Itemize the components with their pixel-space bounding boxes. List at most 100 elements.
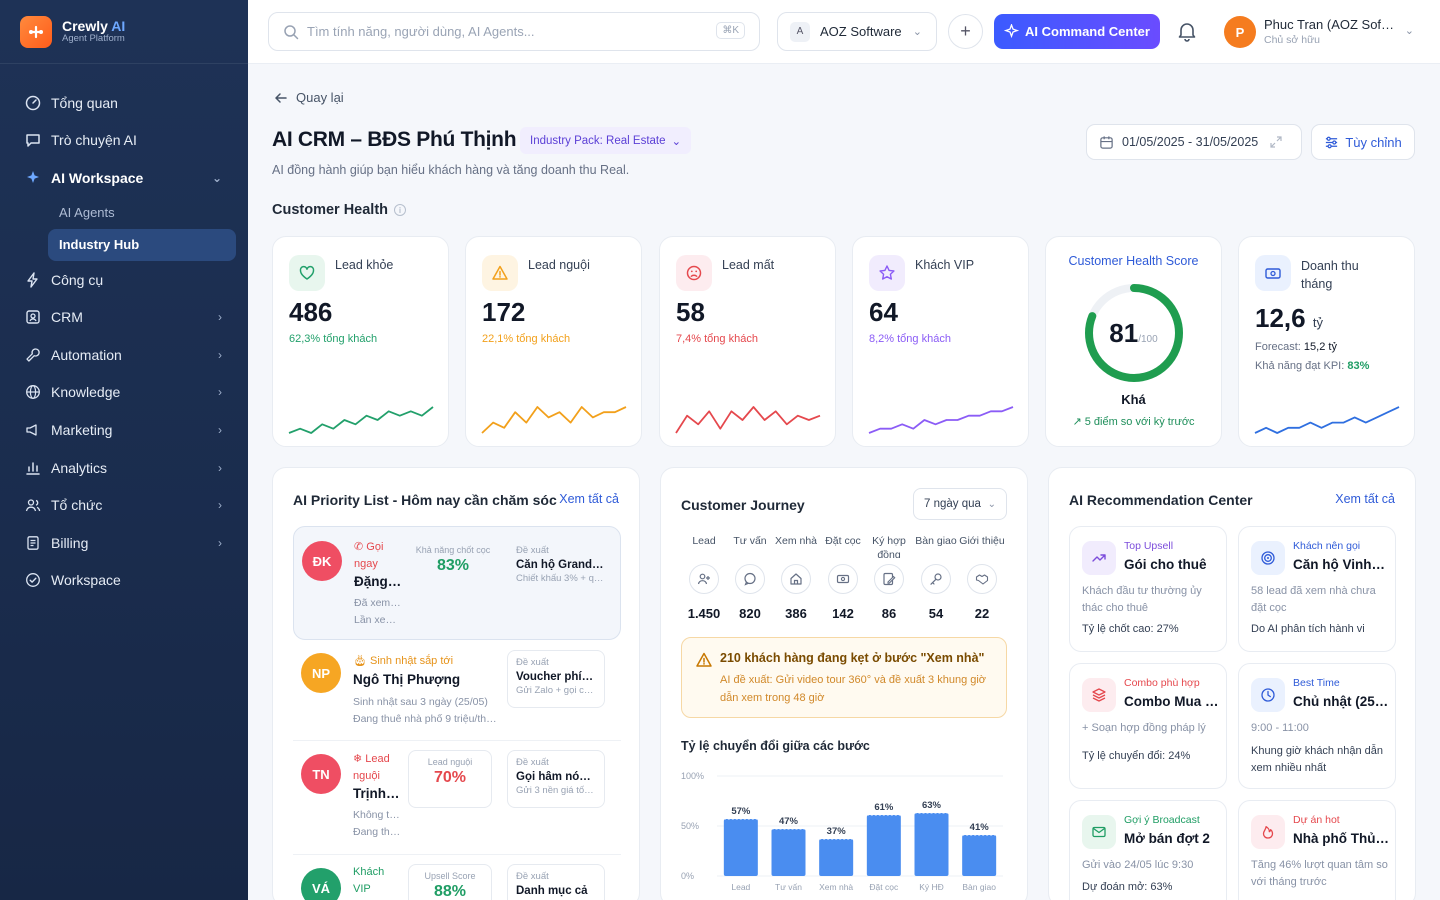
sidebar-item-label: Workspace [51, 572, 121, 589]
journey-stage-viewing[interactable]: Xem nhà 386 [773, 534, 819, 621]
chevron-down-icon: ⌄ [987, 498, 996, 510]
monthly-revenue-card[interactable]: Doanh thu tháng 12,6 tỷ Forecast: 15,2 t… [1238, 236, 1415, 447]
avatar: P [1224, 16, 1256, 48]
sparkline-path [675, 406, 821, 434]
back-link[interactable]: Quay lại [274, 90, 344, 105]
customer-health-score-card[interactable]: Customer Health Score 81/100 Khá ↗ 5 điể… [1045, 236, 1222, 447]
kpi-card-healthy-leads[interactable]: Lead khỏe 486 62,3% tổng khách [272, 236, 449, 447]
priority-item[interactable]: TN ❄ Lead nguội Trịnh Ngọc Không tương t… [293, 750, 621, 840]
sidebar-item-label: Industry Hub [59, 237, 140, 253]
revenue-sparkline [1254, 406, 1400, 434]
suggestion-box[interactable]: Đề xuất Gọi hâm nóng lại Gửi 3 nền giá t… [507, 750, 605, 808]
suggestion-box[interactable]: Đề xuất Căn hộ Grand Marina Chiết khấu 3… [508, 539, 612, 597]
x-tick-label: Bàn giao [962, 882, 996, 892]
org-switcher[interactable]: A AOZ Software ⌄ [777, 12, 937, 51]
sidebar: Crewly AI Agent Platform Tổng quan Trò c… [0, 0, 248, 900]
recommendation-card-best-time[interactable]: Best Time Chủ nhật (25/05) 9:00 - 11:00 … [1238, 663, 1396, 789]
crewly-logo-icon [20, 15, 52, 48]
view-all-link[interactable]: Xem tất cả [1335, 492, 1395, 506]
priority-tag: Khách VIP [353, 866, 385, 895]
brand[interactable]: Crewly AI Agent Platform [0, 0, 248, 64]
recommendation-card-hot-project[interactable]: Dự án hot Nhà phố Thủ Đức Tăng 46% lượt … [1238, 800, 1396, 900]
date-range-picker[interactable]: 01/05/2025 - 31/05/2025 [1086, 124, 1302, 160]
priority-item[interactable]: NP 🎂︎ Sinh nhật sắp tới Ngô Thị Phượng S… [293, 650, 621, 730]
sidebar-item-organization[interactable]: Tổ chức › [0, 486, 248, 524]
ai-recommendation-panel: AI Recommendation Center Xem tất cả Top … [1048, 467, 1416, 900]
sidebar-item-overview[interactable]: Tổng quan [0, 84, 248, 122]
recommendation-card-call[interactable]: Khách nên gọi Căn hộ Vinhomes 58 lead đã… [1238, 526, 1396, 652]
recommendation-tag: Khách nên gọi [1293, 540, 1361, 552]
stage-value: 54 [928, 606, 944, 621]
priority-tag: Lead nguội [353, 753, 390, 782]
panel-title: AI Recommendation Center [1069, 492, 1253, 508]
sidebar-item-chat-ai[interactable]: Trò chuyện AI [0, 122, 248, 160]
sidebar-item-marketing[interactable]: Marketing › [0, 411, 248, 449]
kpi-card-vip[interactable]: Khách VIP 64 8,2% tổng khách [852, 236, 1029, 447]
score-label: Khá [1121, 392, 1146, 407]
sidebar-subitem-industry-hub[interactable]: Industry Hub [48, 228, 236, 261]
conversion-bar-chart: 100% 50% 0% 57% Lead 47% Tư vấn 37% Xem nhà 61% Đặ… [681, 771, 1003, 892]
conversion-bar [962, 835, 997, 876]
trend-up-icon: ↗ [1072, 416, 1082, 428]
customize-button[interactable]: Tùy chỉnh [1311, 124, 1415, 160]
journey-stage-handover[interactable]: Bàn giao 54 [913, 534, 959, 621]
kpi-sparkline [481, 406, 627, 434]
sidebar-item-workspace[interactable]: Workspace [0, 562, 248, 600]
sidebar-subitem-ai-agents[interactable]: AI Agents [0, 197, 248, 229]
bar-value-label: 61% [874, 802, 894, 813]
section-title-customer-health: Customer Health i [272, 202, 407, 218]
suggestion-box[interactable]: Đề xuất Danh mục cả [507, 864, 605, 900]
priority-item[interactable]: VÁ Khách VIP Upsell Score 88% Đề xuất Da… [293, 864, 621, 900]
recommendation-card-broadcast[interactable]: Gợi ý Broadcast Mở bán đợt 2 Gửi vào 24/… [1069, 800, 1227, 900]
ai-priority-list-panel: AI Priority List - Hôm nay cần chăm sóc … [272, 467, 640, 900]
kpi-value: 64 [869, 297, 898, 327]
user-menu[interactable]: P Phuc Tran (AOZ Software) Chủ sở hữu ⌄ [1224, 14, 1424, 50]
sidebar-item-analytics[interactable]: Analytics › [0, 449, 248, 487]
recommendation-title: Gói cho thuê [1124, 557, 1207, 572]
suggestion-label: Đề xuất [516, 657, 549, 668]
recommendation-title: Chủ nhật (25/05) [1293, 694, 1389, 709]
sidebar-item-tools[interactable]: Công cụ [0, 261, 248, 299]
time-range-select[interactable]: 7 ngày qua ⌄ [913, 488, 1007, 520]
stage-label: Ký hợp đồng [872, 535, 906, 558]
recommendation-card-combo[interactable]: Combo phù hợp Combo Mua nhà + Soạn hợp đ… [1069, 663, 1227, 789]
chevron-down-icon: ⌄ [1404, 25, 1414, 37]
journey-stage-contract[interactable]: Ký hợp đồng 86 [866, 534, 912, 621]
journey-stage-lead[interactable]: Lead 1.450 [681, 534, 727, 621]
recommendation-foot: Tỷ lệ chuyển đổi: 24% [1082, 750, 1191, 762]
recommendation-card-upsell[interactable]: Top Upsell Gói cho thuê Khách đầu tư thư… [1069, 526, 1227, 652]
stuck-customers-alert[interactable]: 210 khách hàng đang kẹt ở bước "Xem nhà"… [681, 637, 1007, 718]
journey-stage-consult[interactable]: Tư vấn 820 [727, 534, 773, 621]
sidebar-item-label: Analytics [51, 459, 108, 476]
kpi-card-cold-leads[interactable]: Lead nguội 172 22,1% tổng khách [465, 236, 642, 447]
ai-command-center-button[interactable]: AI Command Center [994, 14, 1160, 49]
sidebar-item-ai-workspace[interactable]: AI Workspace ⌄ [0, 159, 248, 197]
view-all-link[interactable]: Xem tất cả [559, 492, 619, 506]
sidebar-item-billing[interactable]: Billing › [0, 524, 248, 562]
page-subtitle: AI đồng hành giúp bạn hiểu khách hàng và… [272, 163, 630, 177]
add-button[interactable]: + [948, 14, 983, 49]
bar-value-label: 41% [970, 822, 990, 833]
recommendation-foot: Tỷ lệ chốt cao: 27% [1082, 623, 1179, 635]
sidebar-item-label: Billing [51, 534, 89, 551]
info-icon[interactable]: i [394, 204, 407, 217]
notification-bell-icon[interactable] [1176, 20, 1200, 44]
panel-title: AI Priority List - Hôm nay cần chăm sóc [293, 492, 557, 508]
sad-face-icon [676, 255, 712, 291]
chat-bubble-icon [735, 564, 765, 594]
suggestion-box[interactable]: Đề xuất Voucher phí dịch vụ Gửi Zalo + g… [507, 650, 605, 708]
kpi-card-lost-leads[interactable]: Lead mất 58 7,4% tổng khách [659, 236, 836, 447]
bar-value-label: 47% [779, 816, 799, 827]
flame-icon [1251, 815, 1285, 849]
journey-stage-referral[interactable]: Giới thiệu 22 [959, 534, 1005, 621]
sidebar-item-label: Trò chuyện AI [51, 132, 137, 149]
sidebar-item-knowledge[interactable]: Knowledge › [0, 374, 248, 412]
journey-stage-deposit[interactable]: Đặt cọc 142 [820, 534, 866, 621]
priority-item[interactable]: ĐK ✆ Gọi ngay Đặng Khánh Đã xem nhà Lần … [293, 526, 621, 640]
search-input[interactable]: Tìm tính năng, người dùng, AI Agents... … [268, 12, 760, 51]
recommendation-foot: Dự đoán mở: 63% [1082, 881, 1173, 893]
industry-pack-dropdown[interactable]: Industry Pack: Real Estate ⌄ [520, 127, 692, 154]
brand-name-ai: AI [111, 17, 126, 34]
sidebar-item-automation[interactable]: Automation › [0, 336, 248, 374]
sidebar-item-crm[interactable]: CRM › [0, 298, 248, 336]
